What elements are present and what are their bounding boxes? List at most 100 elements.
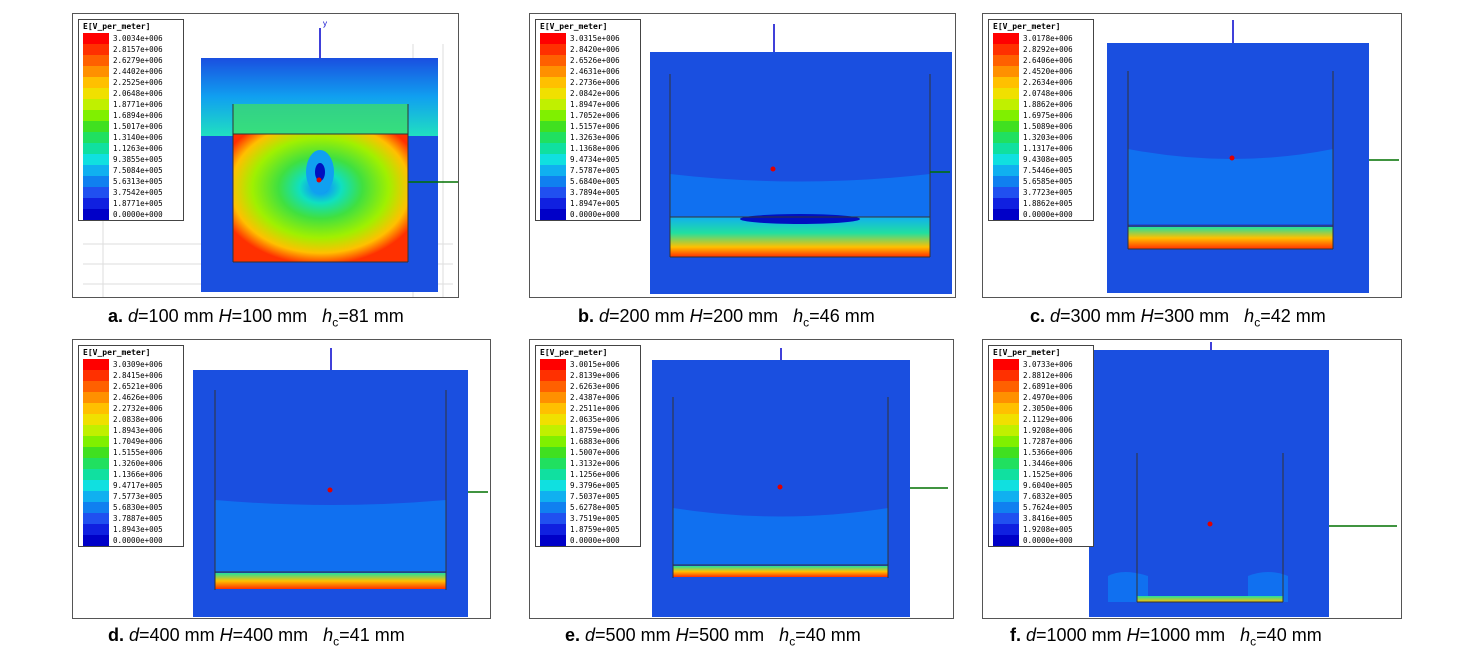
legend-swatch	[540, 66, 566, 77]
legend-row: 1.1366e+006	[79, 469, 183, 480]
legend-row: 2.2511e+006	[536, 403, 640, 414]
legend-row: 0.0000e+000	[989, 535, 1093, 546]
legend-swatch	[540, 392, 566, 403]
legend-swatch	[83, 458, 109, 469]
legend-swatch	[83, 176, 109, 187]
legend-value: 0.0000e+000	[570, 210, 620, 219]
legend-swatch	[993, 414, 1019, 425]
legend-swatch	[540, 491, 566, 502]
legend-value: 1.3260e+006	[113, 459, 163, 468]
legend-value: 1.7049e+006	[113, 437, 163, 446]
legend-swatch	[83, 121, 109, 132]
field-plot-e	[652, 348, 948, 617]
legend-value: 1.8759e+006	[570, 426, 620, 435]
legend-swatch	[993, 176, 1019, 187]
legend-swatch	[83, 44, 109, 55]
legend-row: 5.7624e+005	[989, 502, 1093, 513]
legend-swatch	[993, 403, 1019, 414]
legend-swatch	[993, 447, 1019, 458]
legend-value: 5.6840e+005	[570, 177, 620, 186]
legend-row: 2.4402e+006	[79, 66, 183, 77]
legend-b: E[V_per_meter] 3.0315e+006 2.8420e+006 2.6…	[535, 19, 641, 221]
legend-value: 1.8862e+005	[1023, 199, 1073, 208]
legend-value: 2.0648e+006	[113, 89, 163, 98]
legend-row: 2.8292e+006	[989, 44, 1093, 55]
legend-value: 1.7287e+006	[1023, 437, 1073, 446]
legend-swatch	[83, 165, 109, 176]
legend-a: E[V_per_meter] 3.0034e+006 2.8157e+006 2.6…	[78, 19, 184, 221]
legend-swatch	[83, 524, 109, 535]
legend-row: 7.5084e+005	[79, 165, 183, 176]
legend-row: 5.6840e+005	[536, 176, 640, 187]
legend-swatch	[993, 535, 1019, 546]
caption-d-b: =200 mm	[609, 306, 685, 326]
legend-swatch	[993, 154, 1019, 165]
panel-a: y E[V_per_meter] 3.0034e+006 2.8157e+006 2…	[72, 13, 459, 298]
legend-value: 9.4734e+005	[570, 155, 620, 164]
legend-row: 2.6521e+006	[79, 381, 183, 392]
legend-row: 2.0748e+006	[989, 88, 1093, 99]
caption-d-symbol-e: d	[585, 625, 596, 645]
legend-swatch	[993, 458, 1019, 469]
legend-value: 7.5787e+005	[570, 166, 620, 175]
legend-swatch	[993, 121, 1019, 132]
legend-swatch	[83, 480, 109, 491]
legend-swatch	[993, 480, 1019, 491]
y-axis-label-a: y	[323, 19, 327, 28]
caption-letter-a: a.	[108, 306, 124, 326]
legend-row: 1.8947e+005	[536, 198, 640, 209]
legend-value: 1.5366e+006	[1023, 448, 1073, 457]
legend-swatch	[540, 414, 566, 425]
legend-value: 1.6975e+006	[1023, 111, 1073, 120]
legend-row: 2.0635e+006	[536, 414, 640, 425]
legend-value: 2.0838e+006	[113, 415, 163, 424]
caption-d-f: =1000 mm	[1036, 625, 1122, 645]
legend-row: 1.5155e+006	[79, 447, 183, 458]
legend-swatch	[540, 187, 566, 198]
legend-row: 3.0034e+006	[79, 33, 183, 44]
legend-swatch	[993, 359, 1019, 370]
legend-title-b: E[V_per_meter]	[540, 22, 608, 31]
caption-h-symbol-a: h	[322, 306, 333, 326]
caption-c-sub-d: c	[333, 634, 340, 649]
legend-row: 0.0000e+000	[79, 535, 183, 546]
legend-row: 3.0309e+006	[79, 359, 183, 370]
legend-value: 1.3140e+006	[113, 133, 163, 142]
caption-hc-a: =81 mm	[338, 306, 404, 326]
legend-value: 7.5446e+005	[1023, 166, 1073, 175]
legend-swatch	[540, 403, 566, 414]
legend-value: 3.0315e+006	[570, 34, 620, 43]
caption-hc-b: =46 mm	[809, 306, 875, 326]
legend-row: 7.5037e+005	[536, 491, 640, 502]
legend-row: 1.7049e+006	[79, 436, 183, 447]
legend-swatch	[83, 198, 109, 209]
legend-value: 1.9208e+006	[1023, 426, 1073, 435]
legend-swatch	[540, 381, 566, 392]
legend-swatch	[540, 77, 566, 88]
caption-d-symbol-f: d	[1026, 625, 1037, 645]
legend-row: 1.8862e+006	[989, 99, 1093, 110]
legend-row: 2.0842e+006	[536, 88, 640, 99]
legend-swatch	[540, 33, 566, 44]
legend-value: 2.2511e+006	[570, 404, 620, 413]
legend-value: 3.7542e+005	[113, 188, 163, 197]
legend-swatch	[83, 491, 109, 502]
legend-row: 0.0000e+000	[536, 535, 640, 546]
legend-value: 3.0015e+006	[570, 360, 620, 369]
legend-value: 1.5017e+006	[113, 122, 163, 131]
legend-row: 2.4626e+006	[79, 392, 183, 403]
legend-row: 1.3260e+006	[79, 458, 183, 469]
legend-value: 7.6832e+005	[1023, 492, 1073, 501]
legend-value: 9.3855e+005	[113, 155, 163, 164]
caption-d-d: =400 mm	[139, 625, 215, 645]
caption-c-sub-f: c	[1250, 634, 1257, 649]
legend-rows-d: 3.0309e+006 2.8415e+006 2.6521e+006 2.4626e…	[79, 359, 183, 546]
legend-value: 5.6313e+005	[113, 177, 163, 186]
legend-value: 1.3263e+006	[570, 133, 620, 142]
legend-value: 7.5084e+005	[113, 166, 163, 175]
legend-row: 1.8862e+005	[989, 198, 1093, 209]
legend-row: 1.1368e+006	[536, 143, 640, 154]
legend-value: 5.6585e+005	[1023, 177, 1073, 186]
legend-swatch	[540, 121, 566, 132]
legend-row: 7.5773e+005	[79, 491, 183, 502]
